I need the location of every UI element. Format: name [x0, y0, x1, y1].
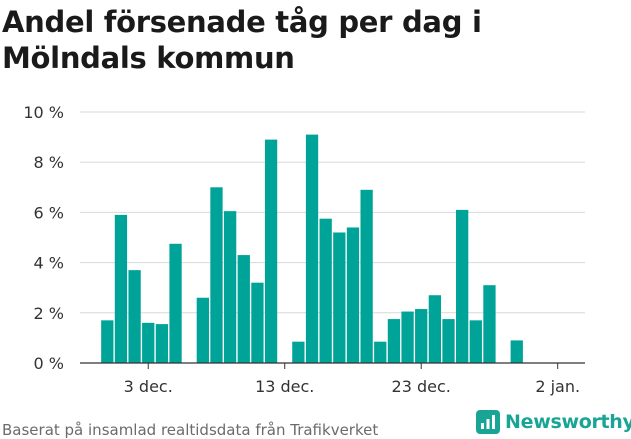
- bar: [114, 214, 128, 363]
- bar: [319, 218, 332, 363]
- bar: [251, 282, 264, 363]
- brand-logo[interactable]: Newsworthy: [476, 408, 631, 436]
- y-tick-label: 0 %: [34, 354, 64, 373]
- bar: [196, 297, 209, 363]
- bar: [387, 319, 401, 363]
- bar: [442, 319, 455, 363]
- bar: [223, 211, 237, 363]
- bar: [374, 341, 387, 363]
- bar-chart: 0 % 2 % 4 % 6 % 8 % 10 % 3 dec. 13 dec. 23 dec. 2…: [23, 103, 585, 396]
- bar: [128, 270, 141, 363]
- bar: [142, 322, 155, 363]
- x-tick-label: 13 dec.: [255, 377, 314, 396]
- y-tick-label: 8 %: [34, 153, 64, 172]
- bar: [469, 320, 482, 363]
- bar: [101, 320, 114, 363]
- bar: [305, 134, 319, 363]
- bar: [401, 311, 414, 363]
- bar: [333, 232, 346, 363]
- source-note: Baserat på insamlad realtidsdata från Tr…: [2, 421, 379, 439]
- y-tick-label: 10 %: [23, 103, 64, 122]
- bar: [292, 341, 305, 363]
- y-tick-label: 4 %: [34, 254, 64, 273]
- x-tick-label: 3 dec.: [124, 377, 173, 396]
- y-tick-label: 2 %: [34, 304, 64, 323]
- bar: [360, 189, 373, 363]
- bar: [237, 255, 250, 363]
- y-tick-label: 6 %: [34, 203, 64, 222]
- x-tick-label: 2 jan.: [535, 377, 580, 396]
- bar: [210, 187, 223, 363]
- newsworthy-logo-icon: [476, 410, 500, 434]
- chart-title: Andel försenade tåg per dag i Mölndals k…: [2, 5, 482, 75]
- brand-name: Newsworthy: [505, 411, 631, 433]
- bar: [510, 340, 523, 363]
- bar: [428, 295, 441, 363]
- bar: [264, 139, 278, 363]
- bar: [483, 285, 496, 363]
- x-tick-label: 23 dec.: [392, 377, 451, 396]
- bar: [169, 243, 182, 363]
- bar: [456, 209, 469, 363]
- bar: [155, 324, 169, 363]
- bar: [346, 227, 360, 363]
- bar: [415, 309, 428, 363]
